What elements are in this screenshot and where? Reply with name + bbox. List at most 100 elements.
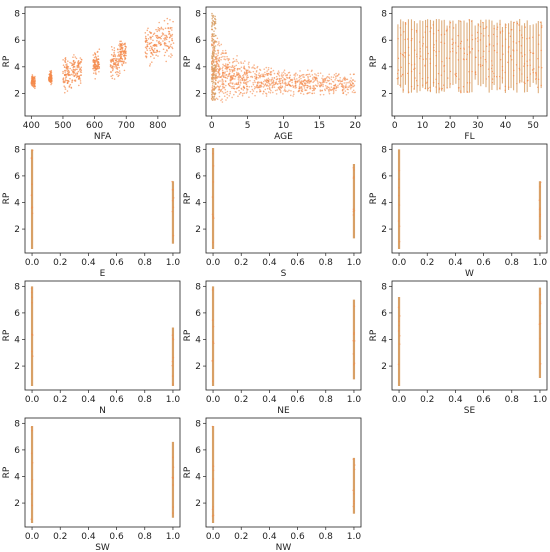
data-point — [221, 90, 224, 93]
data-point — [98, 67, 101, 70]
data-point — [293, 78, 296, 81]
data-point — [211, 33, 214, 36]
y-tick-label: 6 — [381, 172, 387, 182]
data-point — [225, 66, 228, 69]
data-point — [224, 88, 227, 91]
data-point — [298, 79, 301, 81]
data-point — [269, 88, 271, 91]
data-point — [485, 26, 488, 28]
data-point — [120, 55, 123, 58]
data-point — [479, 26, 482, 28]
data-point — [239, 81, 242, 84]
data-point — [353, 500, 355, 502]
data-point — [226, 55, 228, 58]
data-point — [266, 70, 268, 72]
y-axis-label: RP — [183, 55, 193, 67]
y-tick-label: 2 — [195, 225, 201, 235]
data-point — [211, 58, 214, 60]
data-point — [72, 60, 75, 62]
data-point — [77, 77, 80, 80]
data-point — [404, 38, 406, 41]
data-point — [278, 80, 280, 83]
data-point — [119, 72, 121, 75]
data-point — [241, 94, 244, 97]
data-point — [316, 79, 318, 82]
data-point — [347, 81, 349, 84]
data-point — [449, 21, 452, 24]
data-point — [305, 89, 308, 91]
data-point — [288, 77, 291, 79]
data-point — [237, 83, 240, 85]
data-point — [334, 75, 337, 78]
data-point — [222, 75, 225, 77]
data-point — [352, 177, 355, 179]
data-point — [513, 69, 515, 72]
data-point — [309, 91, 311, 94]
data-point — [212, 478, 215, 480]
data-point — [272, 79, 275, 82]
data-point — [519, 69, 521, 71]
data-point — [248, 85, 251, 88]
data-point — [254, 77, 257, 80]
data-point — [474, 56, 477, 59]
data-point — [252, 90, 255, 92]
x-tick-label: 0.2 — [53, 532, 67, 542]
x-axis-label: AGE — [274, 132, 293, 142]
data-point — [157, 26, 160, 29]
data-point — [507, 51, 510, 53]
data-point — [117, 60, 119, 63]
data-point — [123, 54, 125, 57]
y-tick-label: 2 — [381, 225, 387, 235]
data-point — [479, 39, 482, 41]
data-point — [243, 82, 245, 85]
data-point — [247, 80, 249, 83]
data-point — [287, 72, 290, 74]
data-point — [539, 186, 541, 188]
data-point — [300, 92, 302, 95]
data-point — [259, 68, 261, 71]
data-point — [458, 78, 460, 80]
data-point — [293, 93, 295, 96]
data-point — [419, 55, 422, 57]
data-point — [257, 77, 260, 79]
plot-frame — [24, 280, 181, 391]
data-point — [244, 82, 247, 84]
data-point — [239, 79, 242, 81]
data-point — [172, 337, 174, 340]
data-point — [217, 54, 219, 57]
data-point — [519, 29, 521, 32]
data-point — [74, 56, 77, 58]
data-point — [466, 53, 468, 56]
data-point — [438, 50, 440, 53]
data-point — [432, 24, 434, 26]
data-point — [300, 87, 303, 89]
data-point — [466, 82, 469, 84]
data-point — [399, 52, 402, 55]
data-point — [96, 67, 98, 70]
data-point — [65, 66, 68, 69]
data-point — [419, 72, 421, 75]
y-tick-label: 2 — [14, 499, 20, 509]
data-point — [501, 30, 504, 32]
data-point — [290, 79, 293, 81]
data-point — [491, 70, 493, 73]
y-tick-label: 8 — [14, 10, 20, 20]
data-point — [492, 33, 495, 36]
data-point — [443, 33, 446, 36]
data-point — [98, 48, 101, 51]
data-point — [154, 44, 157, 47]
data-point — [236, 54, 238, 57]
data-point — [311, 77, 314, 79]
data-point — [300, 89, 303, 92]
data-point — [171, 46, 173, 48]
data-point — [146, 43, 149, 46]
data-point — [342, 86, 345, 89]
data-point — [211, 289, 214, 291]
data-point — [118, 58, 120, 60]
data-point — [170, 43, 172, 46]
data-point — [66, 65, 68, 67]
data-point — [163, 43, 166, 45]
data-point — [109, 59, 112, 61]
data-point — [98, 70, 100, 73]
